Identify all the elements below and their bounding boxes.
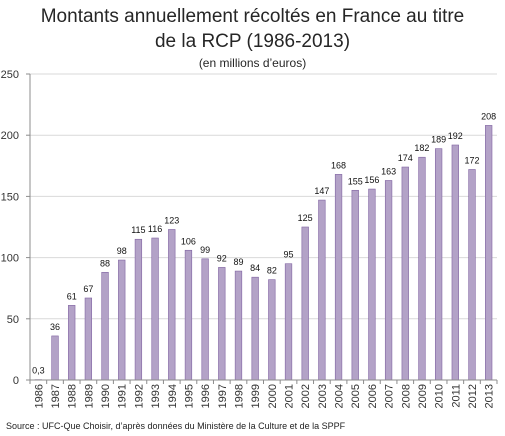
x-tick-label: 1994 (167, 384, 179, 408)
data-label: 174 (398, 153, 413, 163)
x-tick-label: 1996 (200, 384, 212, 408)
x-tick-label: 1993 (150, 384, 162, 408)
x-tick-label: 2004 (334, 384, 346, 408)
bar (118, 259, 126, 381)
source-note: Source : UFC-Que Choisir, d’après donnée… (6, 421, 346, 431)
bar (68, 305, 76, 381)
bar (468, 169, 476, 381)
y-tick-label: 200 (1, 130, 19, 142)
data-label: 156 (364, 175, 379, 185)
gridlines (30, 73, 497, 320)
data-label: 88 (100, 258, 110, 268)
x-tick-label: 1989 (83, 384, 95, 408)
y-tick-label: 150 (1, 191, 19, 203)
x-tick-label: 1991 (117, 384, 129, 408)
y-tick-label: 50 (7, 314, 19, 326)
data-label: 147 (314, 186, 329, 196)
x-tick-label: 1999 (250, 384, 262, 408)
bar (268, 279, 276, 381)
data-label: 123 (164, 215, 179, 225)
data-label: 125 (298, 213, 313, 223)
bar (351, 189, 359, 381)
data-label: 168 (331, 160, 346, 170)
x-tick-label: 2005 (350, 384, 362, 408)
data-label: 61 (67, 291, 77, 301)
data-label: 192 (448, 131, 463, 141)
data-label: 115 (131, 225, 145, 235)
x-tick-label: 2006 (367, 384, 379, 408)
bar (168, 229, 176, 381)
data-label: 163 (381, 166, 396, 176)
bar (51, 335, 59, 381)
bar (451, 144, 459, 381)
chart-title-line-2: de la RCP (1986-2013) (154, 31, 351, 52)
bar (84, 297, 93, 381)
y-tick-label: 0 (13, 375, 19, 387)
x-tick-label: 1990 (100, 384, 112, 408)
x-tick-label: 2001 (284, 384, 296, 408)
chart-title-line-1: Montants annuellement récoltés en France… (40, 6, 465, 27)
x-tick-label: 1995 (183, 384, 195, 408)
x-tick-label: 2007 (384, 384, 396, 408)
bar (318, 199, 326, 381)
x-axis: 1986 1987 1988 1989 1990 1991 1992 1993 1994 1995… (29, 379, 498, 408)
data-label: 36 (50, 322, 60, 332)
x-tick-label: 1986 (33, 384, 45, 408)
bar (234, 270, 243, 381)
bar (384, 180, 393, 381)
y-tick-label: 100 (1, 253, 19, 265)
data-label: 67 (83, 284, 93, 294)
bar (151, 237, 159, 381)
chart-subtitle: (en millions d’euros) (198, 56, 307, 70)
data-label: 182 (414, 143, 429, 153)
bar (101, 271, 109, 381)
data-label: 99 (200, 245, 210, 255)
bar (251, 276, 259, 381)
x-tick-label: 2003 (317, 384, 329, 408)
data-label: 189 (431, 135, 446, 145)
x-tick-label: 2008 (400, 384, 412, 408)
bar (368, 188, 376, 381)
data-label: 155 (348, 176, 363, 186)
bar (201, 258, 209, 381)
data-label: 106 (181, 236, 196, 246)
data-label: 116 (148, 224, 162, 234)
bars (34, 125, 493, 381)
bar (418, 156, 426, 381)
bar (334, 174, 343, 381)
data-label: 92 (217, 253, 227, 263)
bar (401, 166, 409, 381)
x-tick-label: 2009 (417, 384, 429, 408)
x-tick-label: 1987 (50, 384, 62, 408)
x-tick-label: 2012 (467, 384, 479, 408)
x-tick-label: 2011 (450, 384, 462, 408)
bar (434, 148, 443, 381)
x-tick-label: 1997 (217, 384, 229, 408)
x-tick-label: 2002 (300, 384, 312, 408)
y-tick-label: 250 (1, 69, 19, 81)
data-label: 98 (117, 246, 127, 256)
x-tick-label: 2013 (484, 384, 496, 408)
bar (134, 238, 143, 381)
bar (184, 249, 193, 381)
data-label: 84 (250, 263, 260, 273)
data-label: 208 (481, 111, 496, 121)
y-axis: 0 50 100 150 200 250 (1, 69, 31, 387)
bar (218, 267, 226, 381)
x-tick-label: 1998 (233, 384, 245, 408)
x-tick-label: 1992 (133, 384, 145, 408)
x-tick-label: 2000 (267, 384, 279, 408)
data-label: 95 (284, 250, 294, 260)
x-tick-label: 1988 (67, 384, 79, 408)
x-tick-label: 2010 (434, 384, 446, 408)
bar (485, 125, 493, 381)
data-label: 82 (267, 266, 277, 276)
bar (284, 263, 293, 381)
data-label: 172 (464, 155, 479, 165)
data-label: 89 (233, 257, 243, 267)
bar (301, 226, 309, 381)
data-label: 0,3 (32, 366, 45, 376)
